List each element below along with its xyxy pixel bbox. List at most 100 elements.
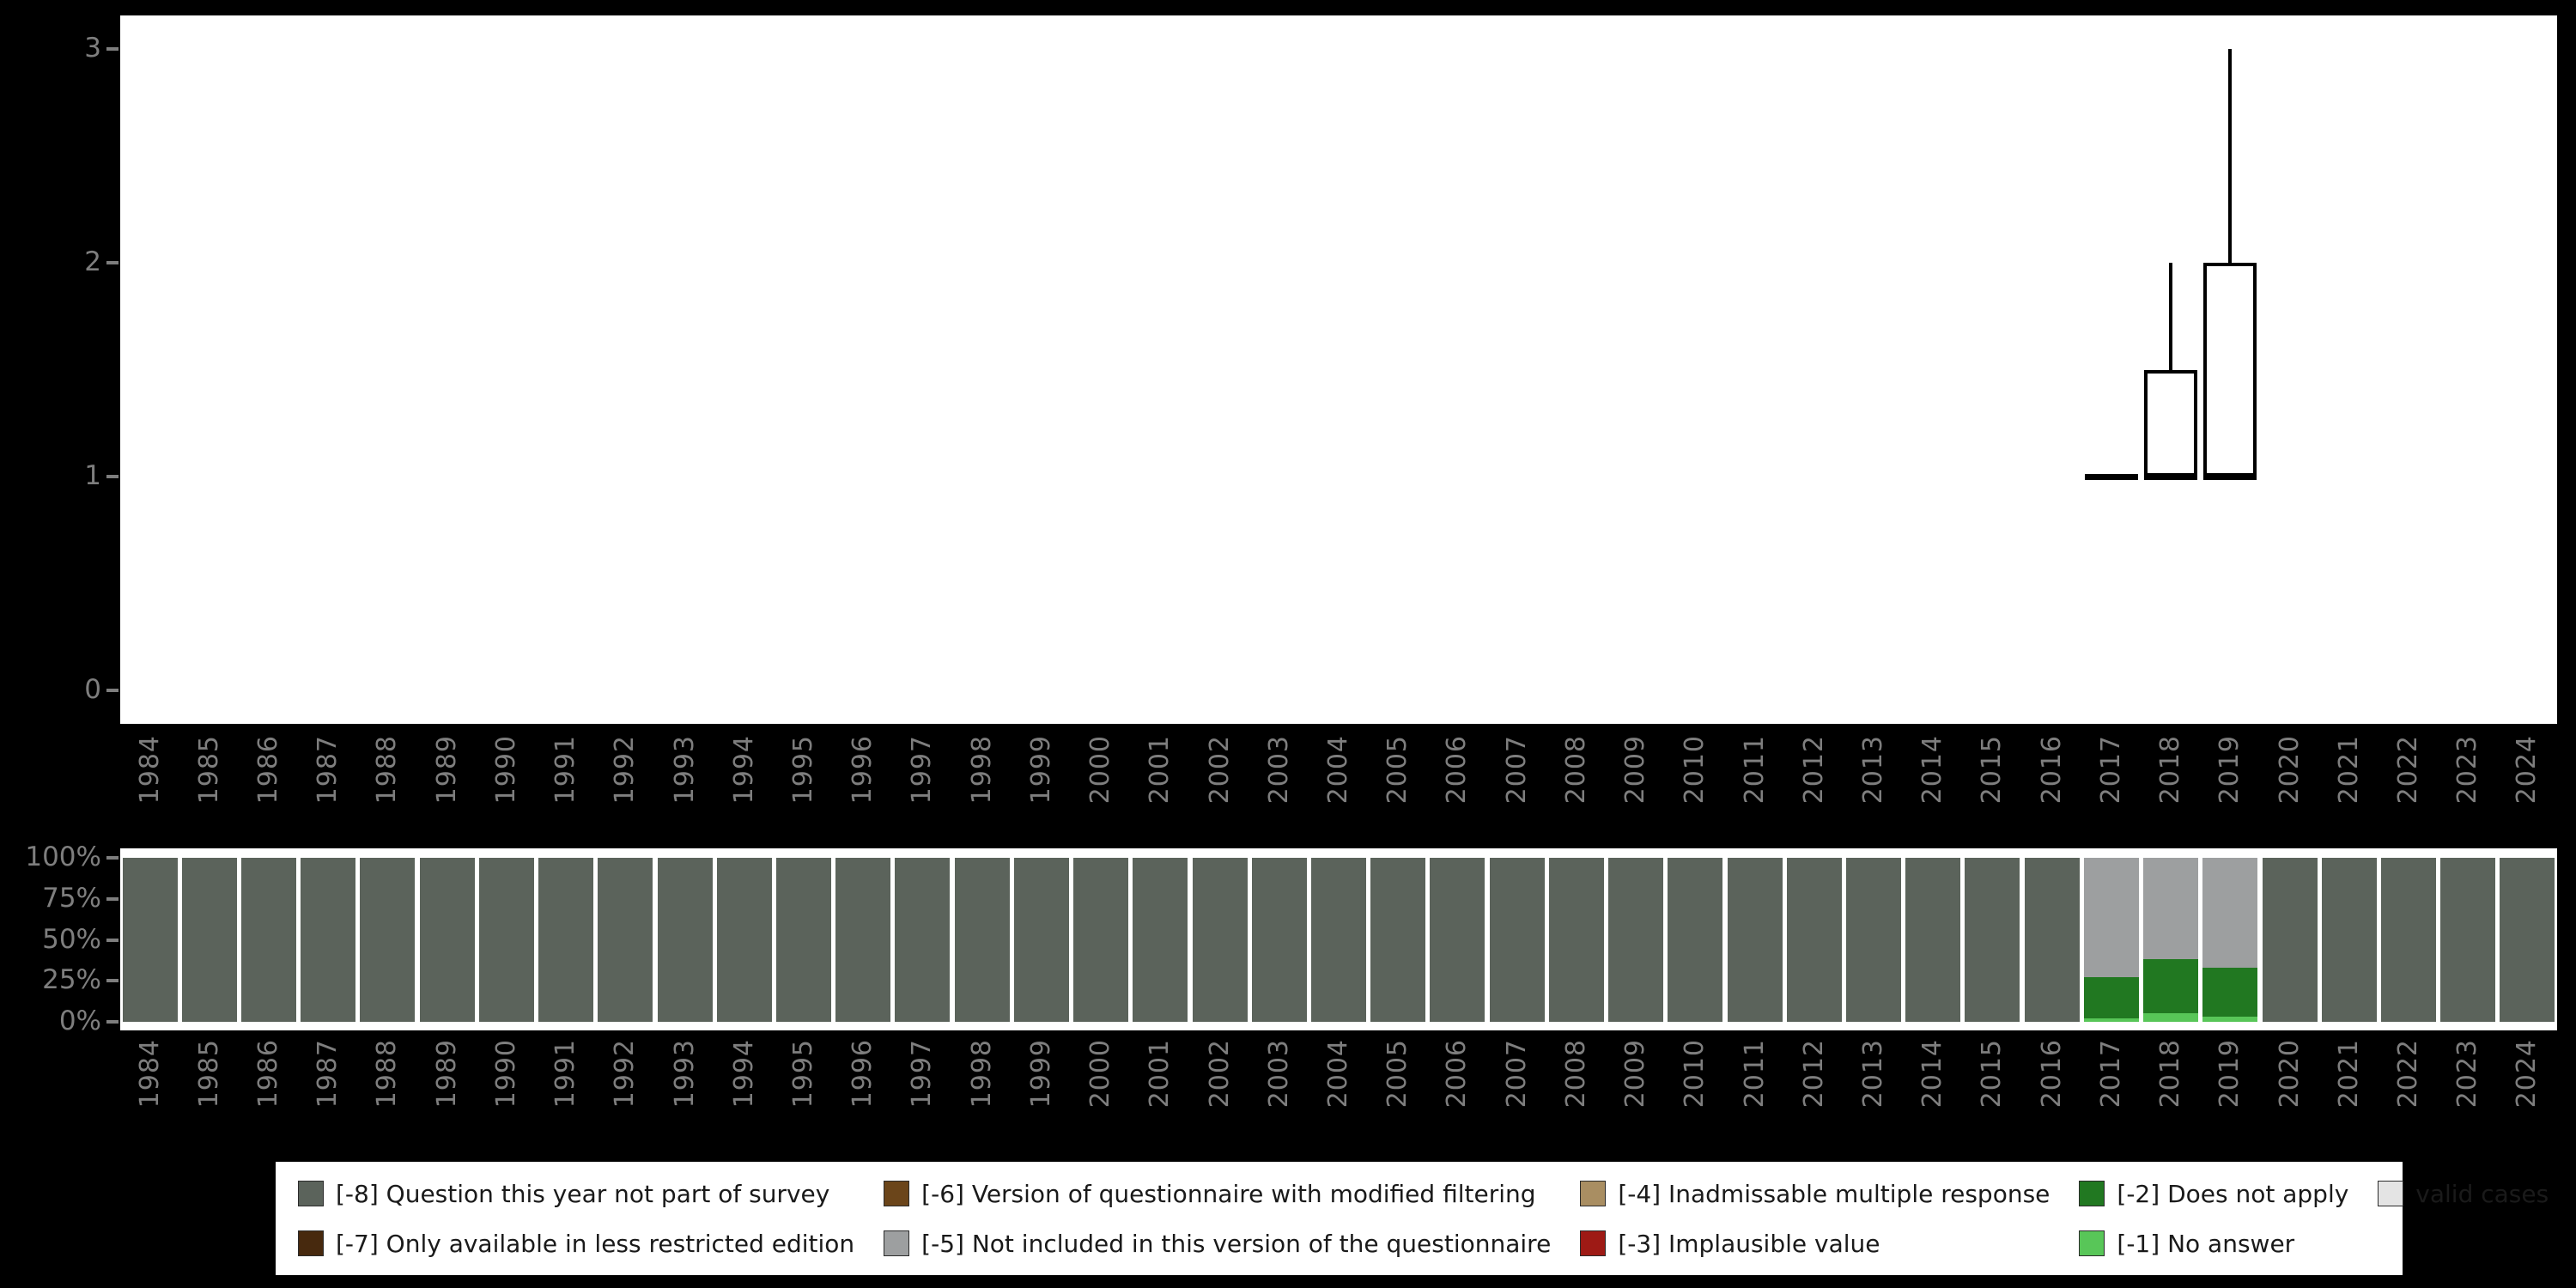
y-axis-tick-label: 1 bbox=[84, 460, 101, 491]
year-label: 1995 bbox=[788, 1039, 819, 1109]
year-label: 2004 bbox=[1323, 735, 1353, 805]
year-label: 2011 bbox=[1739, 735, 1770, 805]
legend-label: valid cases bbox=[2415, 1179, 2549, 1208]
y-axis-tick-mark bbox=[106, 475, 118, 478]
year-label: 1987 bbox=[313, 1039, 343, 1109]
year-label: 1990 bbox=[490, 1039, 521, 1109]
bar-segment--2 bbox=[2202, 967, 2258, 1018]
year-label: 1984 bbox=[134, 735, 165, 805]
year-label: 1986 bbox=[253, 1039, 284, 1109]
box-median-line bbox=[2084, 474, 2138, 480]
percent-tick-label: 0% bbox=[58, 1005, 101, 1036]
bar-segment--8 bbox=[301, 858, 356, 1022]
legend-label: [-4] Inadmissable multiple response bbox=[1618, 1179, 2050, 1208]
legend-label: [-1] No answer bbox=[2117, 1229, 2295, 1258]
bar-segment--5 bbox=[2202, 858, 2258, 968]
box-iqr bbox=[2144, 369, 2198, 477]
box-upper-whisker bbox=[2169, 263, 2173, 370]
bar-segment--1 bbox=[2143, 1013, 2199, 1022]
year-label: 2007 bbox=[1501, 1039, 1532, 1109]
legend-label: [-6] Version of questionnaire with modif… bbox=[921, 1179, 1536, 1208]
bar-segment--8 bbox=[954, 858, 1010, 1022]
year-label: 2013 bbox=[1857, 735, 1888, 805]
year-label: 1992 bbox=[610, 735, 641, 805]
percent-tick-label: 75% bbox=[42, 882, 101, 914]
year-label: 1999 bbox=[1025, 1039, 1056, 1109]
bar-segment--5 bbox=[2083, 858, 2139, 978]
year-label: 1995 bbox=[788, 735, 819, 805]
legend-swatch--3 bbox=[1580, 1230, 1607, 1256]
y-axis-tick-mark bbox=[106, 261, 118, 264]
bar-segment--8 bbox=[1133, 858, 1188, 1022]
year-label: 2009 bbox=[1620, 1039, 1651, 1109]
year-label: 2003 bbox=[1263, 1039, 1294, 1109]
year-label: 2019 bbox=[2215, 1039, 2245, 1109]
percent-tick-label: 25% bbox=[42, 964, 101, 996]
legend-item--1: [-1] No answer bbox=[2079, 1230, 2348, 1258]
year-label: 2010 bbox=[1680, 735, 1710, 805]
year-label: 1993 bbox=[669, 735, 700, 805]
year-label: 2011 bbox=[1739, 1039, 1770, 1109]
year-label: 2012 bbox=[1798, 735, 1829, 805]
year-label: 1994 bbox=[728, 1039, 759, 1109]
year-label: 2022 bbox=[2392, 735, 2423, 805]
bar-segment--1 bbox=[2202, 1017, 2258, 1022]
box-median-line bbox=[2203, 474, 2257, 480]
y-axis-tick-mark bbox=[106, 689, 118, 692]
bar-segment--8 bbox=[2440, 858, 2496, 1022]
year-label: 1991 bbox=[550, 735, 581, 805]
legend-label: [-2] Does not apply bbox=[2117, 1179, 2349, 1208]
bar-segment--8 bbox=[716, 858, 772, 1022]
year-label: 2014 bbox=[1917, 1039, 1948, 1109]
legend-label: [-8] Question this year not part of surv… bbox=[336, 1179, 830, 1208]
bar-segment--8 bbox=[181, 858, 237, 1022]
year-label: 2015 bbox=[1977, 1039, 2008, 1109]
bar-segment--8 bbox=[1013, 858, 1069, 1022]
year-label: 1987 bbox=[313, 735, 343, 805]
percent-tick-mark bbox=[106, 856, 118, 860]
year-label: 2016 bbox=[2036, 735, 2067, 805]
box-iqr bbox=[2203, 263, 2257, 477]
year-label: 2024 bbox=[2512, 735, 2543, 805]
bar-segment--8 bbox=[360, 858, 416, 1022]
bar-segment--8 bbox=[1608, 858, 1664, 1022]
bar-segment--8 bbox=[478, 858, 534, 1022]
legend-label: [-3] Implausible value bbox=[1618, 1229, 1880, 1258]
bar-segment--8 bbox=[1668, 858, 1723, 1022]
year-label: 2023 bbox=[2452, 1039, 2483, 1109]
bar-segment--8 bbox=[1845, 858, 1901, 1022]
year-label: 2023 bbox=[2452, 735, 2483, 805]
year-label: 1988 bbox=[372, 735, 403, 805]
year-label: 2021 bbox=[2333, 735, 2364, 805]
year-label: 1997 bbox=[907, 1039, 938, 1109]
year-label: 2021 bbox=[2333, 1039, 2364, 1109]
bar-segment--8 bbox=[2321, 858, 2377, 1022]
bar-segment--1 bbox=[2083, 1018, 2139, 1022]
legend-label: [-7] Only available in less restricted e… bbox=[336, 1229, 855, 1258]
y-axis-tick-label: 2 bbox=[84, 246, 101, 277]
bar-segment--8 bbox=[2262, 858, 2318, 1022]
bar-segment--8 bbox=[895, 858, 951, 1022]
bar-segment--8 bbox=[538, 858, 594, 1022]
bar-segment--8 bbox=[1073, 858, 1129, 1022]
year-label: 1989 bbox=[431, 1039, 462, 1109]
legend-item-valid: valid cases bbox=[2378, 1180, 2549, 1208]
bar-segment--2 bbox=[2143, 959, 2199, 1014]
year-label: 1985 bbox=[193, 1039, 224, 1109]
bar-segment--8 bbox=[2500, 858, 2555, 1022]
legend-item--2: [-2] Does not apply bbox=[2079, 1180, 2348, 1208]
year-label: 2016 bbox=[2036, 1039, 2067, 1109]
legend: [-8] Question this year not part of surv… bbox=[276, 1162, 2549, 1275]
legend-swatch--6 bbox=[884, 1181, 910, 1206]
bar-segment--8 bbox=[1489, 858, 1545, 1022]
percent-tick-label: 50% bbox=[42, 923, 101, 955]
bar-segment--8 bbox=[2024, 858, 2080, 1022]
year-label: 1997 bbox=[907, 735, 938, 805]
bar-segment--8 bbox=[419, 858, 475, 1022]
legend-item--4: [-4] Inadmissable multiple response bbox=[1580, 1180, 2050, 1208]
year-label: 2001 bbox=[1145, 735, 1176, 805]
year-label: 1988 bbox=[372, 1039, 403, 1109]
year-label: 2012 bbox=[1798, 1039, 1829, 1109]
year-label: 2018 bbox=[2155, 735, 2186, 805]
